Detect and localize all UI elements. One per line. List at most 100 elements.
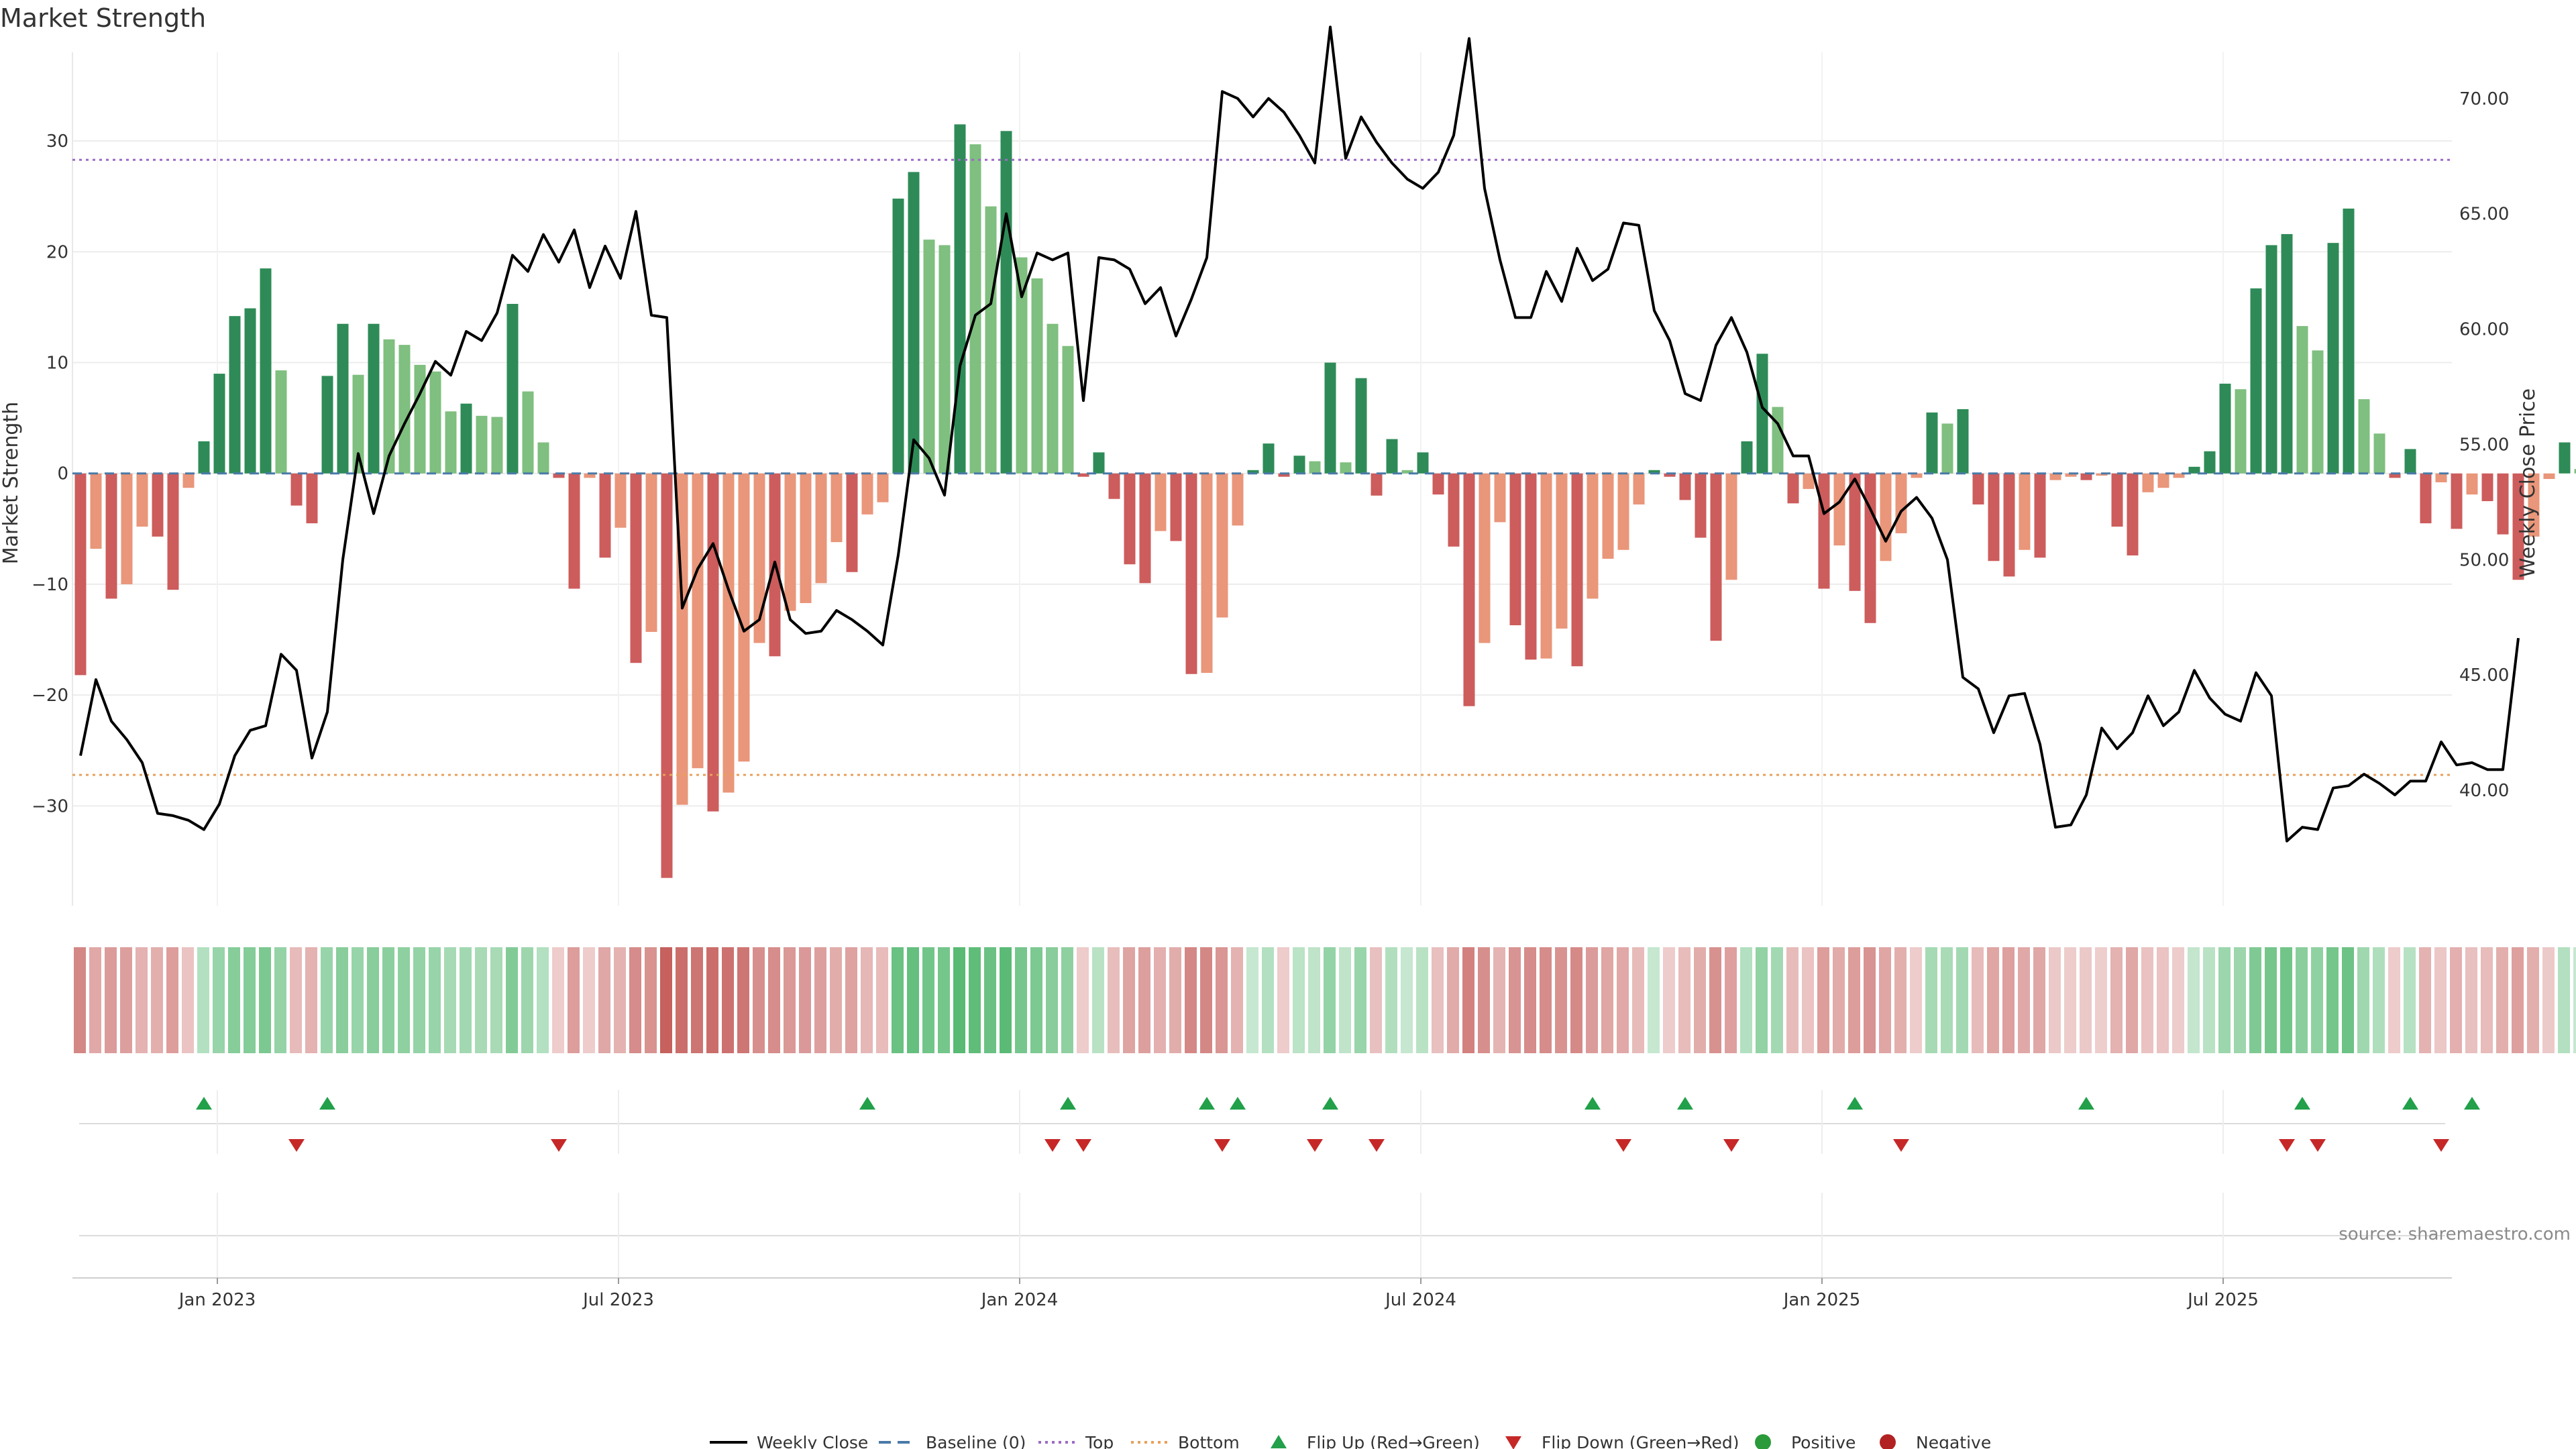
heat-cell bbox=[1771, 947, 1783, 1053]
heat-cell bbox=[2157, 947, 2169, 1053]
heat-cell bbox=[938, 947, 950, 1053]
heat-cell bbox=[1956, 947, 1968, 1053]
strength-bar bbox=[414, 364, 426, 474]
reference-lines bbox=[72, 158, 2452, 776]
heat-cell bbox=[1570, 947, 1582, 1053]
strength-bar bbox=[1556, 473, 1568, 629]
heat-cell bbox=[336, 947, 348, 1053]
x-tick-label: Jul 2024 bbox=[1384, 1290, 1456, 1310]
legend-item: Positive bbox=[1755, 1433, 1856, 1449]
strength-bar bbox=[1293, 455, 1305, 474]
strength-bar bbox=[692, 473, 704, 769]
legend-swatch-positive bbox=[1755, 1434, 1771, 1449]
heat-cell bbox=[1910, 947, 1922, 1053]
heat-cell bbox=[1740, 947, 1752, 1053]
strength-bar bbox=[908, 172, 920, 474]
strength-bar bbox=[2235, 389, 2247, 474]
strength-bar bbox=[2404, 449, 2416, 474]
heat-cell bbox=[706, 947, 718, 1053]
axes: 30 20 10 0 −10 −20 −30 70.00 65.00 60.00 55.00 50.0… bbox=[32, 52, 2509, 906]
strength-bar bbox=[568, 473, 580, 589]
strength-bar bbox=[383, 339, 395, 474]
strength-bar bbox=[1463, 473, 1475, 706]
flip-up-marker bbox=[2078, 1097, 2094, 1110]
y-right-tick-label: 70.00 bbox=[2459, 89, 2509, 109]
heat-cell bbox=[1586, 947, 1598, 1053]
strength-bar bbox=[1093, 452, 1105, 474]
strength-bar bbox=[398, 345, 411, 474]
heat-cell bbox=[568, 947, 580, 1053]
heat-cell bbox=[1000, 947, 1012, 1053]
strength-bar bbox=[1355, 378, 1367, 474]
strength-bar bbox=[1664, 473, 1676, 477]
heat-cell bbox=[2388, 947, 2400, 1053]
heat-cell bbox=[2512, 947, 2524, 1053]
strength-bar bbox=[2034, 473, 2046, 558]
strength-bar bbox=[861, 473, 873, 515]
strength-bar bbox=[830, 473, 843, 543]
strength-bar bbox=[2080, 473, 2092, 480]
strength-bar bbox=[1633, 473, 1645, 504]
strength-bar bbox=[522, 391, 534, 474]
strength-bar bbox=[2389, 473, 2401, 478]
strength-bar bbox=[260, 268, 272, 474]
strength-bar bbox=[1988, 473, 2000, 561]
heat-cell bbox=[2434, 947, 2447, 1053]
strength-bar bbox=[2497, 473, 2509, 535]
strength-bar bbox=[352, 374, 364, 474]
legend-item: Baseline (0) bbox=[879, 1433, 1026, 1449]
legend-item: Bottom bbox=[1131, 1433, 1240, 1449]
heat-cell bbox=[321, 947, 333, 1053]
heat-cell bbox=[2311, 947, 2323, 1053]
strength-bar bbox=[1571, 473, 1583, 667]
strength-bar bbox=[105, 473, 117, 599]
legend-item: Flip Down (Green→Red) bbox=[1505, 1433, 1739, 1449]
heat-cell bbox=[352, 947, 364, 1053]
legend-item: Negative bbox=[1880, 1433, 1991, 1449]
heat-cell bbox=[2280, 947, 2292, 1053]
heat-cell bbox=[521, 947, 533, 1053]
heat-cell bbox=[2141, 947, 2153, 1053]
heat-cell bbox=[552, 947, 564, 1053]
heat-cell bbox=[1833, 947, 1845, 1053]
strength-bar bbox=[506, 303, 519, 474]
strength-bar bbox=[2142, 473, 2154, 492]
heat-cell bbox=[182, 947, 194, 1053]
strength-bar bbox=[1602, 473, 1614, 559]
strength-bar bbox=[1386, 439, 1398, 474]
legend-swatch-negative bbox=[1880, 1434, 1896, 1449]
strength-bar bbox=[1046, 323, 1059, 474]
flip-down-marker bbox=[2433, 1139, 2449, 1152]
strength-bar bbox=[136, 473, 148, 527]
y-left-tick-label: −20 bbox=[32, 686, 68, 706]
heat-cell bbox=[814, 947, 826, 1053]
weekly-close-line bbox=[79, 25, 2520, 843]
strength-bar bbox=[645, 473, 657, 632]
strength-bar bbox=[1880, 473, 1892, 561]
strength-bar bbox=[1926, 412, 1938, 474]
heat-cell bbox=[2249, 947, 2261, 1053]
heat-cell bbox=[1524, 947, 1536, 1053]
strength-bar bbox=[2003, 473, 2015, 577]
strength-bar bbox=[1833, 473, 1845, 546]
heat-cell bbox=[1462, 947, 1474, 1053]
y-right-tick-label: 50.00 bbox=[2459, 550, 2509, 570]
strength-bar bbox=[321, 376, 333, 474]
strength-bar bbox=[1124, 473, 1136, 565]
heat-cell bbox=[1941, 947, 1953, 1053]
flip-up-marker bbox=[859, 1097, 875, 1110]
strength-bar bbox=[923, 239, 935, 474]
heat-cell bbox=[1817, 947, 1829, 1053]
strength-bar bbox=[1278, 473, 1290, 477]
flip-down-marker bbox=[288, 1139, 305, 1152]
strength-bar bbox=[614, 473, 627, 528]
strength-bar bbox=[1864, 473, 1876, 623]
heat-cell bbox=[1339, 947, 1351, 1053]
strength-bar bbox=[2157, 473, 2169, 488]
heat-cell bbox=[213, 947, 225, 1053]
heat-cell bbox=[290, 947, 302, 1053]
strength-bar bbox=[2574, 469, 2576, 474]
heat-cell bbox=[1370, 947, 1382, 1053]
strength-bar bbox=[1263, 443, 1275, 474]
heat-cell bbox=[105, 947, 117, 1053]
